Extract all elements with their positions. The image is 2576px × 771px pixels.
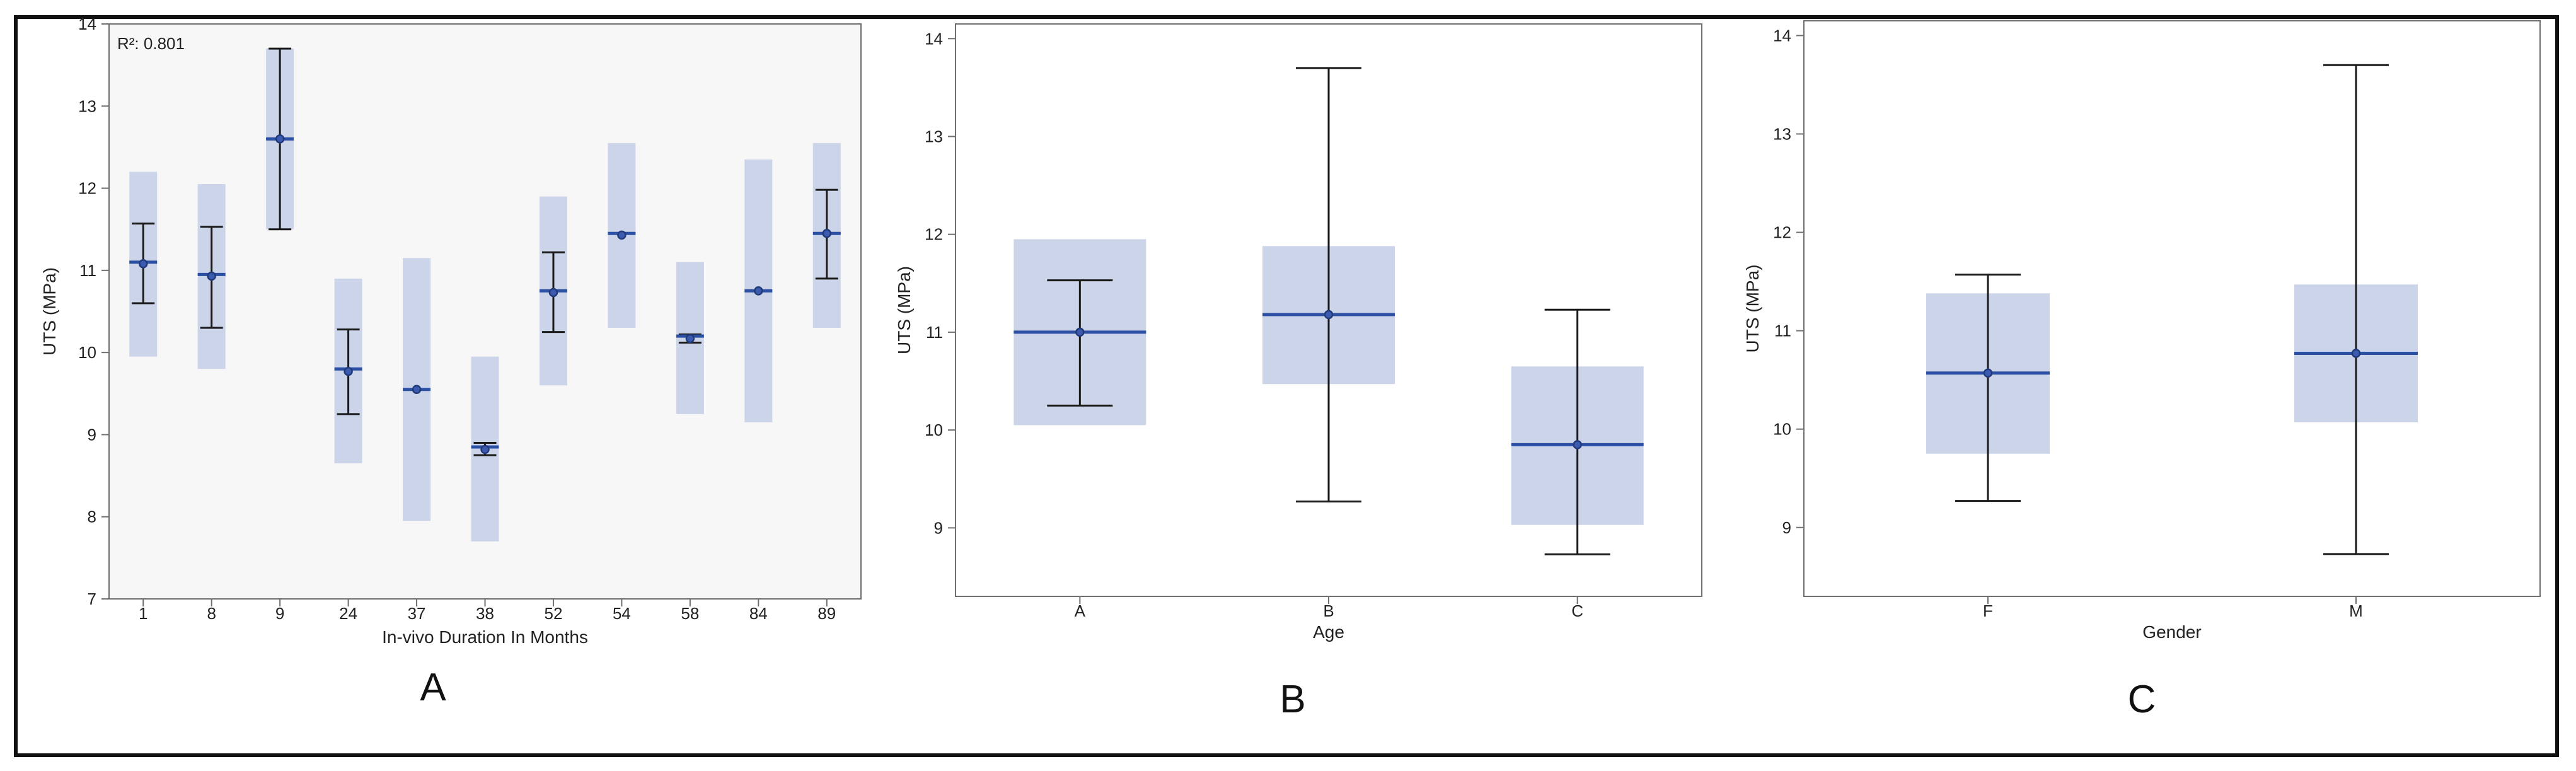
chart-a-x-tick-label: 37 (408, 604, 426, 623)
chart-a-x-tick-label: 89 (817, 604, 836, 623)
chart-a-mean-marker (480, 444, 490, 455)
chart-a-y-tick-label: 10 (78, 343, 96, 362)
chart-a-x-tick-label: 84 (749, 604, 768, 623)
chart-panel-b: 9 10 11 12 13 14 UTS (MPa) Age A B C B (863, 0, 1727, 771)
chart-a-y-tick-label: 11 (79, 261, 96, 280)
chart-a-x-tick-label: 52 (544, 604, 562, 623)
chart-c-x-tick-label: M (2349, 601, 2363, 620)
chart-c-mean-marker (2351, 349, 2361, 358)
chart-c-y-tick-label: 10 (1773, 420, 1791, 439)
chart-a-x-tick-label: 8 (207, 604, 216, 623)
chart-b-x-tick-label: A (1075, 601, 1086, 620)
chart-a-x-axis-title: In-vivo Duration In Months (382, 627, 588, 647)
chart-b-y-tick-label: 12 (925, 225, 943, 244)
chart-a-x-tick-label: 24 (339, 604, 357, 623)
chart-a-mean-marker (617, 230, 627, 240)
panel-label-b: B (1279, 678, 1306, 721)
chart-panel-a: 7 8 9 10 11 12 13 14 UTS (MPa) In-vivo Duration I… (0, 0, 882, 771)
chart-c-x-tick-label: F (1983, 601, 1993, 620)
chart-a-y-axis-title: UTS (MPa) (40, 267, 59, 356)
chart-b-y-tick-label: 11 (926, 323, 943, 342)
chart-a-mean-marker (344, 366, 353, 376)
chart-c-y-tick-label: 11 (1774, 322, 1791, 340)
chart-b-svg: 9 10 11 12 13 14 UTS (MPa) Age A B C (894, 23, 1702, 642)
panel-label-c: C (2127, 678, 2156, 721)
chart-panel-c: 9 10 11 12 13 14 UTS (MPa) Gender F M C (1714, 0, 2572, 771)
panel-label-a: A (420, 666, 446, 709)
chart-b-mean-marker (1075, 327, 1085, 337)
chart-a-y-tick-label: 12 (78, 179, 96, 198)
chart-c-y-tick-label: 12 (1773, 223, 1791, 242)
chart-b-x-axis-title: Age (1313, 622, 1344, 642)
chart-b-y-axis-title: UTS (MPa) (894, 266, 914, 354)
chart-c-plot-area (1803, 20, 2541, 597)
chart-c-mean-marker (1983, 368, 1993, 378)
chart-a-r-squared-annotation: R²: 0.801 (117, 34, 185, 53)
chart-c-y-tick-label: 9 (1782, 518, 1791, 537)
chart-a-mean-marker (275, 134, 285, 144)
chart-a-mean-marker (412, 385, 422, 395)
chart-a-y-tick-label: 9 (88, 425, 96, 444)
chart-a-x-tick-label: 9 (275, 604, 284, 623)
chart-a-x-tick-label: 1 (139, 604, 147, 623)
chart-c-y-axis-title: UTS (MPa) (1743, 265, 1762, 353)
chart-a-y-tick-label: 13 (78, 96, 96, 115)
chart-b-y-tick-label: 13 (925, 127, 943, 146)
chart-b-x-tick-label: B (1323, 601, 1334, 620)
chart-a-mean-marker (548, 287, 558, 298)
chart-b-y-tick-label: 14 (925, 29, 943, 48)
chart-c-svg: 9 10 11 12 13 14 UTS (MPa) Gender F M (1743, 20, 2541, 642)
chart-a-y-tick-label: 14 (78, 14, 96, 33)
figure-frame (14, 15, 2559, 757)
chart-a-x-tick-label: 54 (613, 604, 631, 623)
chart-b-mean-marker (1324, 310, 1334, 320)
chart-a-x-tick-label: 58 (681, 604, 699, 623)
chart-c-y-tick-label: 13 (1773, 124, 1791, 143)
chart-c-y-tick-label: 14 (1773, 26, 1791, 45)
chart-a-mean-marker (207, 271, 216, 281)
chart-b-mean-marker (1573, 440, 1582, 449)
chart-b-y-tick-label: 10 (925, 420, 943, 439)
chart-a-mean-marker (685, 333, 695, 344)
chart-a-mean-marker (138, 259, 148, 269)
chart-a-y-tick-label: 7 (88, 589, 96, 608)
chart-a-mean-marker (754, 286, 763, 296)
chart-a-x-tick-label: 38 (476, 604, 494, 623)
chart-b-x-tick-label: C (1571, 601, 1583, 620)
chart-b-y-tick-label: 9 (934, 518, 943, 537)
chart-a-mean-marker (822, 228, 832, 238)
chart-a-y-tick-label: 8 (88, 507, 96, 526)
chart-c-x-axis-title: Gender (2142, 622, 2201, 642)
